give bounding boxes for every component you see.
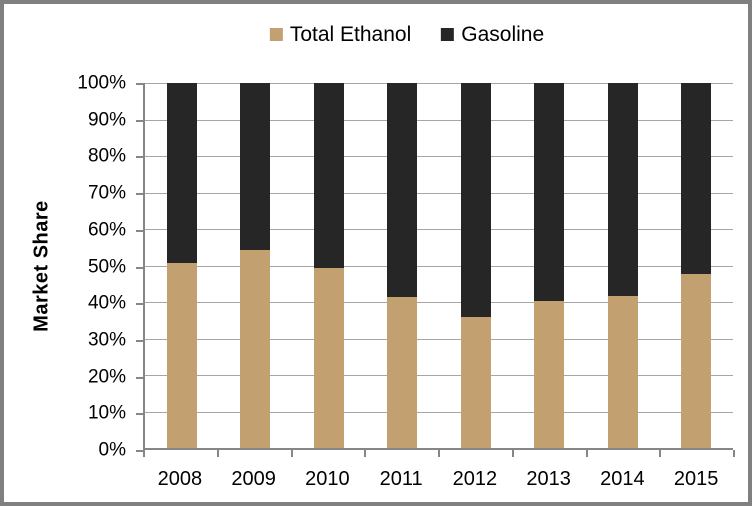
y-tick-label: 70% xyxy=(87,182,126,204)
y-tick-mark xyxy=(136,376,143,379)
y-tick-mark xyxy=(136,193,143,196)
x-tick-label-2008: 2008 xyxy=(157,468,203,490)
y-tick-label: 80% xyxy=(87,145,126,167)
bar-segment-2009-gasoline xyxy=(240,83,271,250)
y-tick-mark xyxy=(136,156,143,159)
y-tick-label: 0% xyxy=(98,439,126,461)
bar-segment-2012-gasoline xyxy=(460,83,491,318)
bar-segment-2013-gasoline xyxy=(534,83,565,302)
x-tick-label-2010: 2010 xyxy=(305,468,350,490)
gridline-10% xyxy=(145,411,733,413)
bar-segment-2008-total-ethanol xyxy=(166,262,197,448)
x-tick-label-2015: 2015 xyxy=(673,468,719,490)
gridline-80% xyxy=(145,156,733,157)
gridline-20% xyxy=(145,375,733,376)
bar-segment-2009-total-ethanol xyxy=(240,249,271,448)
gridline-90% xyxy=(145,119,733,121)
y-tick-label: 30% xyxy=(87,329,126,351)
y-tick-mark xyxy=(136,339,143,342)
gridline-60% xyxy=(145,229,733,230)
x-tick-mark xyxy=(733,450,735,457)
legend-label-total-ethanol: Total Ethanol xyxy=(289,23,412,46)
bar-segment-2014-gasoline xyxy=(607,83,638,297)
y-tick-label: 20% xyxy=(87,366,126,388)
y-axis-title: Market Share xyxy=(30,200,53,332)
bar-2014 xyxy=(607,83,638,448)
x-tick-label-2014: 2014 xyxy=(600,468,645,490)
legend: Total Ethanol Gasoline xyxy=(269,23,544,46)
x-tick-mark xyxy=(585,450,588,457)
y-tick-label: 100% xyxy=(77,72,126,94)
x-tick-mark xyxy=(659,450,662,457)
bar-2010 xyxy=(313,83,344,448)
bar-segment-2014-total-ethanol xyxy=(607,296,638,448)
y-tick-mark xyxy=(136,413,143,416)
x-tick-mark xyxy=(143,450,145,457)
x-tick-mark xyxy=(438,450,440,457)
x-tick-label-2012: 2012 xyxy=(452,468,498,490)
y-tick-label: 40% xyxy=(87,292,126,314)
y-tick-mark xyxy=(136,266,143,269)
y-tick-label: 10% xyxy=(87,402,126,424)
bar-2012 xyxy=(460,83,491,448)
gasoline-swatch-icon xyxy=(441,28,455,41)
bar-2013 xyxy=(534,83,565,448)
total-ethanol-swatch-icon xyxy=(269,28,283,41)
y-tick-mark xyxy=(136,229,143,232)
gridline-70% xyxy=(145,192,733,194)
bar-segment-2012-total-ethanol xyxy=(460,317,491,448)
legend-item-gasoline: Gasoline xyxy=(441,24,544,45)
gridline-50% xyxy=(145,265,733,267)
bar-2015 xyxy=(681,83,712,448)
gridline-100% xyxy=(145,83,733,84)
y-tick-label: 90% xyxy=(87,109,126,131)
gridline-40% xyxy=(145,302,733,303)
bar-segment-2013-total-ethanol xyxy=(534,301,565,448)
bar-segment-2010-total-ethanol xyxy=(313,268,344,448)
x-tick-mark xyxy=(511,450,514,457)
bar-2008 xyxy=(166,83,197,448)
gridline-30% xyxy=(145,338,733,340)
x-tick-mark xyxy=(216,450,219,457)
y-tick-mark xyxy=(136,119,143,122)
bar-2011 xyxy=(387,83,418,448)
y-tick-label: 50% xyxy=(87,256,126,277)
bar-segment-2011-total-ethanol xyxy=(387,297,418,448)
x-tick-mark xyxy=(290,450,293,457)
y-tick-mark xyxy=(136,303,143,306)
bar-2009 xyxy=(240,83,271,448)
y-tick-label: 60% xyxy=(87,219,126,241)
bar-segment-2015-gasoline xyxy=(681,83,712,274)
x-tick-label-2013: 2013 xyxy=(526,468,571,490)
y-tick-mark xyxy=(136,83,143,85)
bar-segment-2011-gasoline xyxy=(387,83,418,298)
y-tick-mark xyxy=(136,450,143,452)
plot-area xyxy=(143,83,733,450)
bar-segment-2008-gasoline xyxy=(166,83,197,263)
x-tick-label-2009: 2009 xyxy=(231,468,276,490)
legend-label-gasoline: Gasoline xyxy=(461,23,545,46)
legend-item-total-ethanol: Total Ethanol xyxy=(269,23,412,46)
x-tick-mark xyxy=(364,450,367,457)
bar-segment-2015-total-ethanol xyxy=(681,273,712,448)
bar-segment-2010-gasoline xyxy=(313,83,344,269)
x-tick-label-2011: 2011 xyxy=(379,468,423,490)
